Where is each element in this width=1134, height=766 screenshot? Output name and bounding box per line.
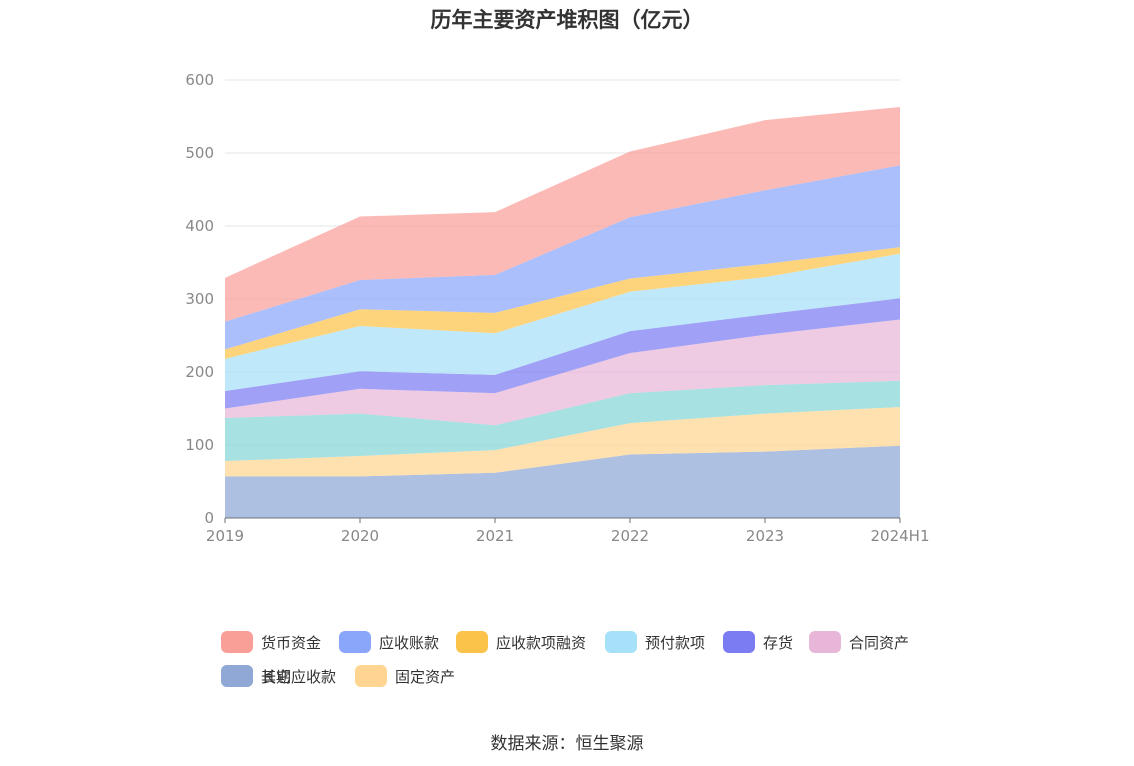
y-tick-label: 600 (185, 71, 214, 89)
legend-swatch (339, 631, 371, 653)
stacked-area-chart: 0 100 200 300 400 500 600 2019 2020 2021 2022 2023 2… (185, 71, 929, 545)
x-tick-label: 2024H1 (871, 527, 930, 545)
area-series-预付款项 (225, 253, 900, 391)
legend-item[interactable]: 合同资产 (809, 630, 909, 654)
axes: 0 100 200 300 400 500 600 2019 2020 2021 2022 2023 2… (185, 71, 929, 545)
area-series (225, 107, 900, 518)
legend-label: 应收账款 (379, 633, 440, 652)
x-tick-label: 2021 (476, 527, 514, 545)
y-tick-label: 0 (204, 509, 214, 527)
y-tick-label: 500 (185, 144, 214, 162)
legend-label: 其它 (261, 667, 292, 686)
y-tick-label: 400 (185, 217, 214, 235)
x-tick-label: 2022 (611, 527, 649, 545)
y-tick-label: 200 (185, 363, 214, 381)
legend-label: 合同资产 (849, 633, 910, 652)
legend-label: 货币资金 (261, 633, 322, 652)
area-series-固定资产 (225, 407, 900, 477)
y-tick-label: 100 (185, 436, 214, 454)
area-series-存货 (225, 298, 900, 409)
legend-item[interactable]: 固定资产 (355, 664, 455, 688)
legend-label: 预付款项 (645, 633, 706, 652)
legend-label: 存货 (763, 633, 794, 652)
legend-swatch (221, 665, 253, 687)
area-series-长期应收款 (225, 380, 900, 462)
area-series-货币资金 (225, 107, 900, 322)
legend-swatch (723, 631, 755, 653)
legend-item[interactable]: 预付款项 (605, 630, 705, 654)
legend-item[interactable]: 其它 (221, 664, 291, 688)
area-series-合同资产 (225, 319, 900, 426)
area-series-应收账款 (225, 165, 900, 350)
legend-swatch (605, 631, 637, 653)
x-tick-label: 2020 (341, 527, 379, 545)
legend-label: 应收款项融资 (496, 633, 587, 652)
legend-item[interactable]: 存货 (723, 630, 793, 654)
legend-item[interactable]: 货币资金 (221, 630, 321, 654)
area-series-其它 (225, 445, 900, 518)
y-tick-label: 300 (185, 290, 214, 308)
chart-title: 历年主要资产堆积图（亿元） (430, 8, 704, 32)
x-tick-label: 2019 (206, 527, 244, 545)
legend-swatch (809, 631, 841, 653)
legend-swatch (456, 631, 488, 653)
x-tick-label: 2023 (746, 527, 784, 545)
legend-swatch (221, 631, 253, 653)
legend-label: 固定资产 (395, 667, 456, 686)
legend-swatch (355, 665, 387, 687)
legend-item[interactable]: 应收账款 (339, 630, 439, 654)
data-source: 数据来源：恒生聚源 (490, 734, 644, 754)
legend-item[interactable]: 应收款项融资 (456, 630, 586, 654)
legend-label: 长期应收款 (261, 667, 337, 686)
area-series-应收款项融资 (225, 247, 900, 359)
